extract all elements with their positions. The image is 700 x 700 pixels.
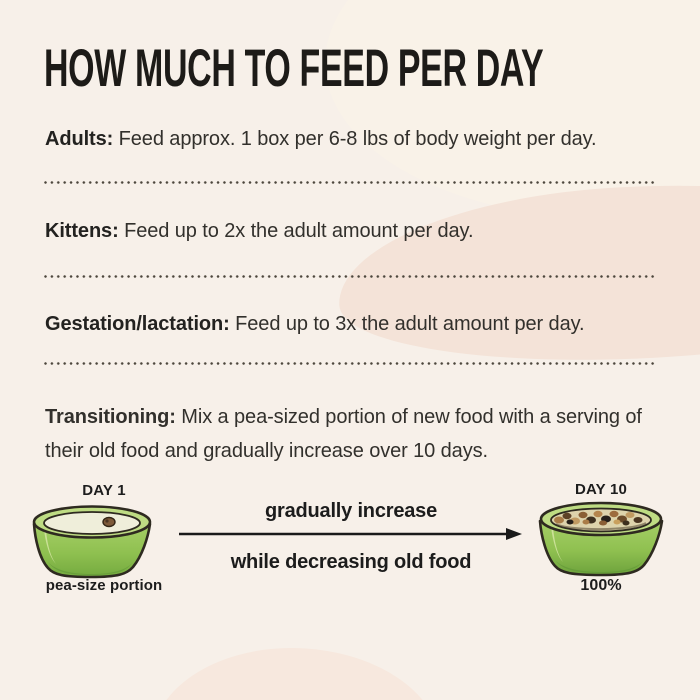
guideline-adults: Adults: Feed approx. 1 box per 6-8 lbs o… xyxy=(45,128,597,151)
guideline-kittens-label: Kittens: xyxy=(45,220,119,242)
guideline-adults-text: Feed approx. 1 box per 6-8 lbs of body w… xyxy=(118,128,597,150)
page-title: HOW MUCH TO FEED PER DAY xyxy=(44,39,544,98)
day10-label: DAY 10 xyxy=(574,481,628,498)
guideline-adults-label: Adults: xyxy=(45,128,114,150)
day1-bowl-illustration xyxy=(32,505,152,579)
guideline-transitioning-label: Transitioning: xyxy=(45,406,176,428)
arrow-label-bottom: while decreasing old food xyxy=(230,551,472,573)
guideline-kittens: Kittens: Feed up to 2x the adult amount … xyxy=(45,220,474,243)
guideline-transitioning-text: Mix a pea-sized portion of new food with… xyxy=(45,406,642,462)
background-blob-pink-right xyxy=(333,169,700,375)
pea-portion xyxy=(102,516,116,528)
kibble-food xyxy=(554,510,643,526)
guideline-gestation: Gestation/lactation: Feed up to 3x the a… xyxy=(45,313,585,336)
dotted-divider-3 xyxy=(44,362,656,365)
dotted-divider-2 xyxy=(44,275,656,278)
guideline-kittens-text: Feed up to 2x the adult amount per day. xyxy=(124,220,474,242)
day1-label: DAY 1 xyxy=(82,482,126,499)
transition-arrow xyxy=(179,528,522,540)
dotted-divider-1 xyxy=(44,181,656,184)
day1-caption: pea-size portion xyxy=(45,577,163,594)
guideline-gestation-label: Gestation/lactation: xyxy=(45,313,230,335)
guideline-gestation-text: Feed up to 3x the adult amount per day. xyxy=(235,313,585,335)
day10-bowl-illustration xyxy=(538,501,664,577)
background-blob-pink-bottom xyxy=(152,648,442,700)
day10-caption: 100% xyxy=(580,577,622,594)
guideline-transitioning: Transitioning: Mix a pea-sized portion o… xyxy=(45,400,677,468)
arrow-label-top: gradually increase xyxy=(264,500,438,522)
